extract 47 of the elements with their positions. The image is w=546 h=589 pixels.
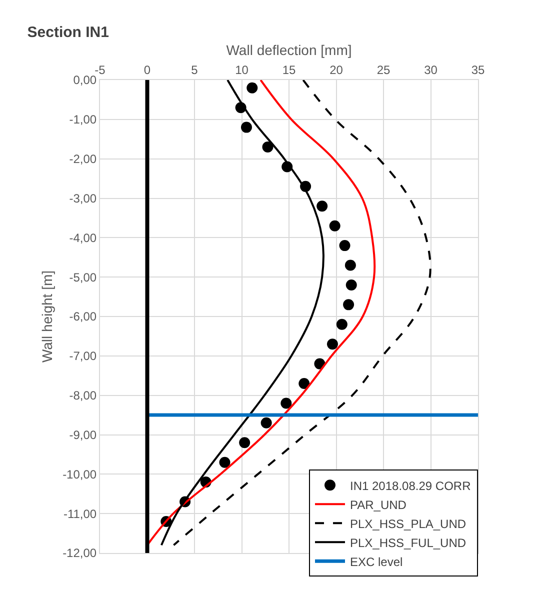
point xyxy=(239,437,250,448)
point xyxy=(240,122,252,133)
point xyxy=(298,378,310,390)
x-tick-label: 20 xyxy=(330,63,344,78)
point xyxy=(260,417,272,428)
legend-label: EXC level xyxy=(350,554,403,569)
point xyxy=(329,220,340,232)
x-tick-label: -5 xyxy=(94,63,106,78)
x-tick-label: 25 xyxy=(376,63,390,78)
y-tick-label: -4,00 xyxy=(69,230,97,245)
point xyxy=(343,299,354,310)
y-tick-label: -2,00 xyxy=(69,152,97,166)
x-tick-label: 35 xyxy=(471,63,485,78)
x-tick-label: 10 xyxy=(235,63,249,78)
x-tick-label: 15 xyxy=(282,63,296,78)
y-tick-label: -8,00 xyxy=(69,388,97,403)
point xyxy=(326,338,338,350)
y-tick-label: -9,00 xyxy=(69,428,97,442)
y-tick-label: -11,00 xyxy=(63,506,97,521)
y-tick-label: -3,00 xyxy=(69,191,97,206)
y-tick-label: -5,00 xyxy=(69,270,97,284)
legend-label: PLX_HSS_FUL_UND xyxy=(350,536,466,550)
x-tick-label: 30 xyxy=(424,63,438,78)
point xyxy=(316,200,328,212)
point xyxy=(246,82,258,94)
point xyxy=(262,142,274,153)
point xyxy=(336,318,348,330)
y-tick-label: -6,00 xyxy=(69,310,97,324)
x-tick-label: 5 xyxy=(191,63,198,78)
point xyxy=(346,279,357,290)
legend-label: IN1 2018.08.29 CORR xyxy=(350,478,472,493)
y-tick-label: -10,00 xyxy=(62,467,97,482)
point xyxy=(339,240,350,252)
point xyxy=(219,456,230,468)
y-axis-title: Wall height [m] xyxy=(39,270,56,363)
chart-title: Section IN1 xyxy=(27,24,109,42)
y-tick-label: -7,00 xyxy=(69,349,97,364)
y-tick-label: 0,00 xyxy=(73,73,97,88)
point xyxy=(280,398,292,409)
x-tick-label: 0 xyxy=(144,63,151,78)
legend-label: PLX_HSS_PLA_UND xyxy=(350,516,466,531)
legend-label: PAR_UND xyxy=(350,498,407,512)
y-tick-label: -1,00 xyxy=(69,112,97,127)
line-series xyxy=(160,80,324,546)
y-tick-label: -12,00 xyxy=(62,546,97,560)
point xyxy=(344,260,356,271)
x-axis-title: Wall deflection [mm] xyxy=(226,42,352,58)
